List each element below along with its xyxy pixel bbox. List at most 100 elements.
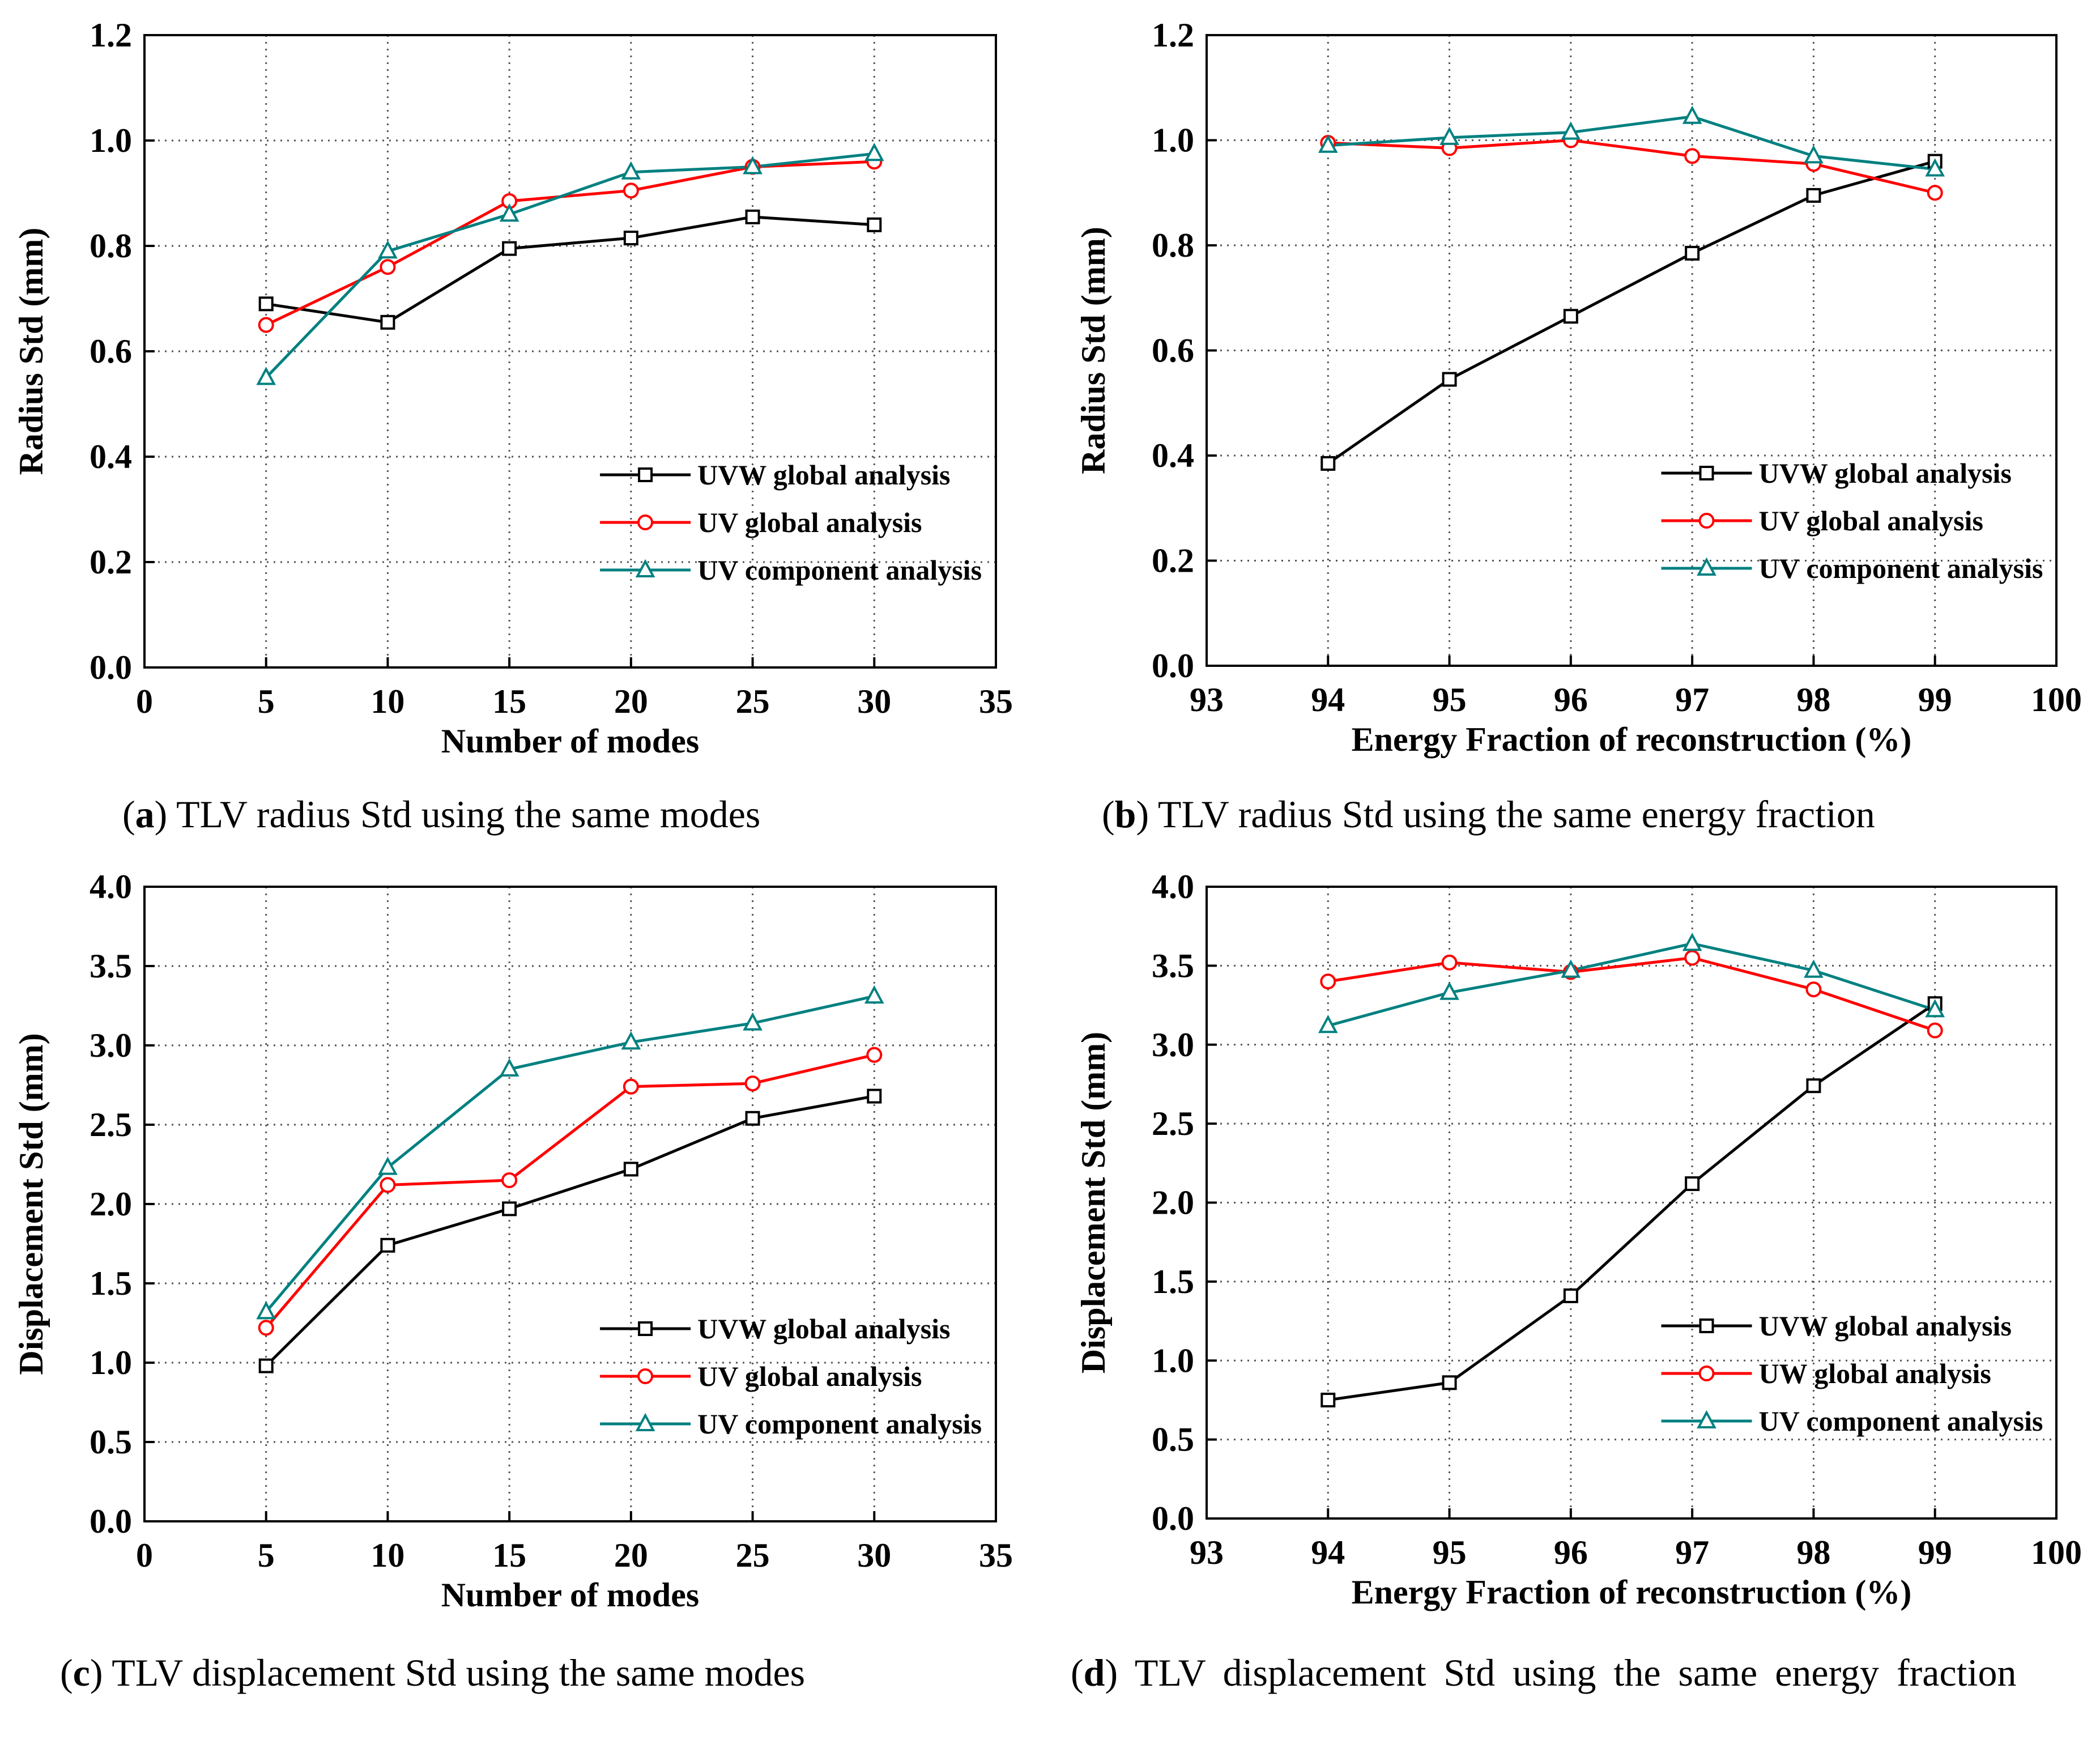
x-tick-label-d-6: 99 <box>1918 1534 1952 1571</box>
point-b-2-1 <box>1439 126 1459 145</box>
x-tick-label-d-3: 96 <box>1554 1534 1588 1571</box>
legend-label-c-2: UV component analysis <box>697 1408 982 1440</box>
point-a-0-5 <box>867 217 882 232</box>
caption-d: (d) TLV displacement Std using the same … <box>1071 1651 2017 1694</box>
point-d-0-4 <box>1806 1078 1821 1094</box>
point-d-2-0 <box>1318 1015 1338 1033</box>
legend-label-b-2: UV component analysis <box>1759 552 2043 584</box>
y-tick-label-d-1: 0.5 <box>1152 1421 1194 1458</box>
point-a-2-1 <box>378 240 398 259</box>
point-a-0-0 <box>258 296 274 312</box>
legend-marker-d-1 <box>1698 1366 1715 1381</box>
point-a-2-4 <box>743 156 763 175</box>
point-c-2-2 <box>499 1058 519 1077</box>
point-c-2-3 <box>621 1031 641 1050</box>
point-b-0-2 <box>1563 309 1578 324</box>
point-c-1-2 <box>501 1172 518 1188</box>
series-line-c-2 <box>265 994 875 1313</box>
y-tick-label-a-6: 1.2 <box>90 16 132 54</box>
point-a-1-3 <box>623 182 639 199</box>
y-tick-label-d-4: 2.0 <box>1152 1184 1194 1222</box>
legend-label-a-2: UV component analysis <box>697 554 982 586</box>
series-line-d-2 <box>1327 942 1936 1027</box>
series-line-a-2 <box>265 152 875 379</box>
x-tick-label-d-7: 100 <box>2031 1534 2082 1571</box>
point-c-0-5 <box>867 1088 882 1104</box>
legend-marker-c-2 <box>635 1413 655 1431</box>
x-axis-title-c: Number of modes <box>441 1576 700 1614</box>
y-tick-label-a-2: 0.4 <box>90 438 132 475</box>
caption-a-text: TLV radius Std using the same modes <box>167 793 761 836</box>
y-tick-label-c-3: 1.5 <box>90 1265 132 1302</box>
caption-c-letter: c <box>73 1651 90 1694</box>
point-c-0-3 <box>623 1162 638 1177</box>
x-axis-title-d: Energy Fraction of reconstruction (%) <box>1352 1573 1912 1611</box>
point-b-2-5 <box>1925 158 1945 177</box>
point-d-1-5 <box>1927 1022 1943 1039</box>
y-tick-label-d-2: 1.0 <box>1152 1342 1194 1379</box>
point-a-0-4 <box>745 209 760 224</box>
legend-marker-b-1 <box>1698 513 1715 529</box>
x-tick-label-c-7: 35 <box>979 1537 1013 1574</box>
point-b-0-4 <box>1806 188 1821 203</box>
caption-c-text: TLV displacement Std using the same mode… <box>103 1651 806 1694</box>
point-d-2-5 <box>1925 999 1945 1018</box>
legend-label-c-1: UV global analysis <box>697 1360 922 1392</box>
y-axis-title-d: Displacement Std (mm) <box>1075 1032 1112 1373</box>
series-line-c-0 <box>265 1095 875 1367</box>
x-tick-label-a-7: 35 <box>979 683 1013 720</box>
point-d-0-2 <box>1563 1288 1578 1303</box>
y-tick-label-c-2: 1.0 <box>90 1344 132 1381</box>
point-a-2-2 <box>499 203 519 222</box>
point-d-2-3 <box>1682 933 1702 951</box>
y-tick-label-c-7: 3.5 <box>90 947 132 985</box>
point-a-0-3 <box>623 231 638 246</box>
x-tick-label-c-1: 5 <box>258 1537 275 1574</box>
caption-a: (a) TLV radius Std using the same modes <box>122 793 761 836</box>
point-c-0-4 <box>745 1111 760 1126</box>
y-tick-label-b-5: 1.0 <box>1152 122 1194 159</box>
x-tick-label-d-1: 94 <box>1311 1534 1345 1571</box>
y-tick-label-c-5: 2.5 <box>90 1106 132 1143</box>
y-tick-label-d-3: 1.5 <box>1152 1263 1194 1300</box>
point-d-1-3 <box>1684 950 1701 966</box>
point-c-1-1 <box>380 1177 396 1193</box>
caption-b-letter: b <box>1114 793 1136 836</box>
y-tick-label-b-6: 1.2 <box>1152 16 1194 54</box>
legend-label-d-1: UW global analysis <box>1759 1358 1991 1389</box>
x-tick-label-b-5: 98 <box>1796 681 1830 718</box>
point-c-1-5 <box>866 1047 883 1063</box>
legend-marker-a-0 <box>638 467 653 482</box>
legend-label-b-0: UVW global analysis <box>1759 457 2012 489</box>
x-tick-label-a-5: 25 <box>736 683 770 720</box>
point-b-2-0 <box>1318 134 1338 153</box>
legend-label-d-0: UVW global analysis <box>1759 1310 2012 1342</box>
point-a-2-3 <box>621 161 641 180</box>
point-a-0-1 <box>380 314 395 330</box>
y-tick-label-d-6: 3.0 <box>1152 1026 1194 1064</box>
point-c-0-1 <box>380 1237 395 1253</box>
point-c-2-4 <box>743 1012 763 1031</box>
caption-d-letter: d <box>1083 1651 1105 1694</box>
point-d-1-0 <box>1320 973 1336 990</box>
y-tick-label-c-4: 2.0 <box>90 1185 132 1223</box>
legend-marker-b-2 <box>1697 557 1716 576</box>
y-tick-label-d-8: 4.0 <box>1152 868 1194 905</box>
legend-marker-a-2 <box>635 559 655 577</box>
point-c-1-0 <box>258 1320 274 1336</box>
caption-c: (c) TLV displacement Std using the same … <box>60 1651 806 1694</box>
x-tick-label-b-3: 96 <box>1554 681 1588 718</box>
point-a-2-0 <box>256 367 276 385</box>
point-b-0-1 <box>1442 372 1457 387</box>
series-line-d-0 <box>1327 1002 1936 1402</box>
x-tick-label-b-6: 99 <box>1918 681 1952 718</box>
point-b-2-2 <box>1561 121 1581 140</box>
legend-marker-b-0 <box>1699 466 1714 480</box>
point-a-1-1 <box>380 259 396 275</box>
y-tick-label-b-4: 0.8 <box>1152 227 1194 264</box>
y-tick-label-b-2: 0.4 <box>1152 437 1194 474</box>
series-line-b-2 <box>1328 115 1935 171</box>
